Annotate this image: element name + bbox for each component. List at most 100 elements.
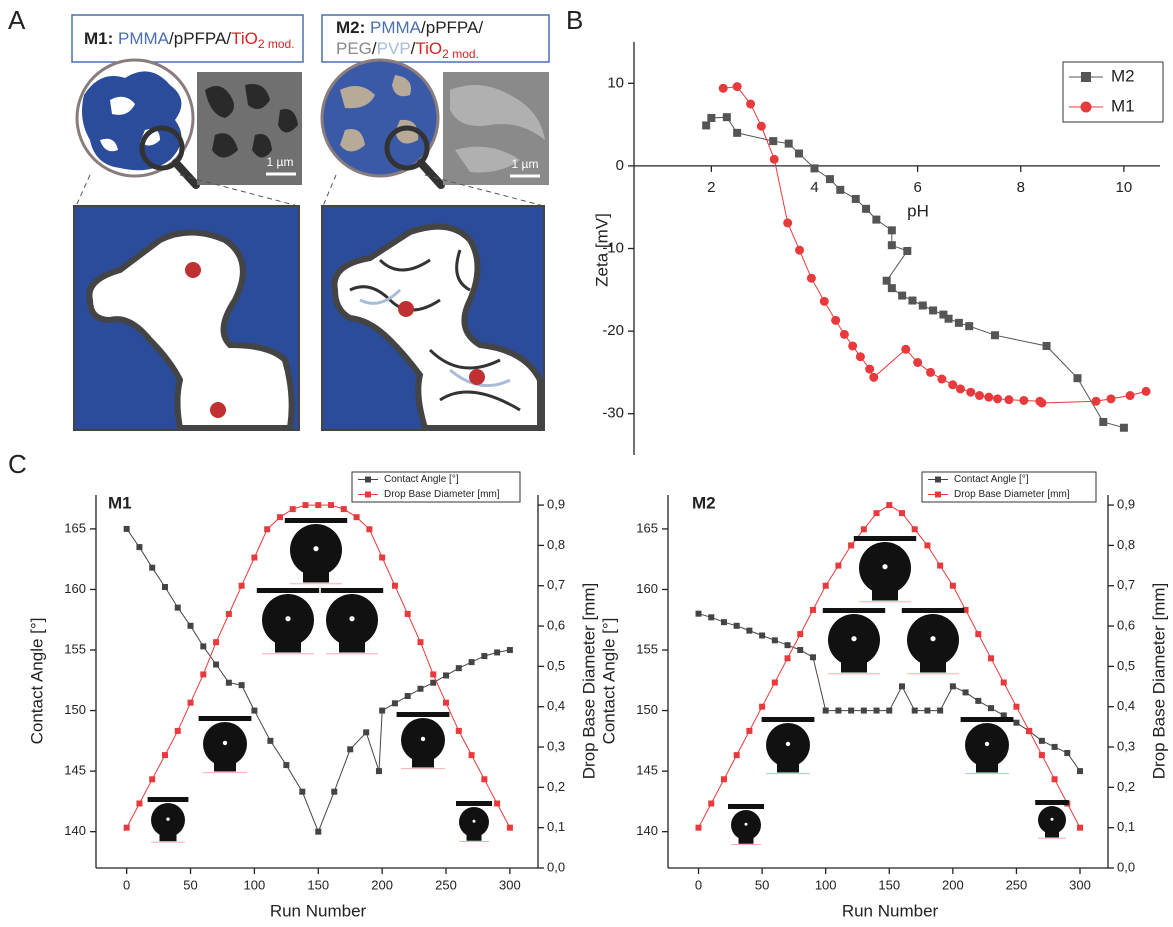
data-point [769, 137, 778, 146]
data-point [1000, 679, 1007, 686]
data-point [187, 622, 194, 629]
x-tick-label: 2 [707, 179, 715, 196]
data-point [149, 564, 156, 571]
legend-marker [935, 476, 941, 483]
data-point [708, 614, 715, 621]
droplet-needle [728, 804, 764, 809]
data-point [954, 318, 963, 327]
data-point [702, 121, 711, 130]
data-point [1077, 824, 1084, 831]
label-part: M2: [336, 18, 365, 37]
data-point [174, 727, 181, 734]
data-point [733, 128, 742, 137]
droplet-needle [960, 717, 1014, 722]
droplet-highlight [1050, 817, 1054, 821]
data-point [783, 218, 793, 228]
data-point [898, 510, 905, 517]
data-point [913, 357, 923, 367]
data-point [990, 331, 999, 340]
membrane-label: M2: PMMA/pPFPA/ [336, 18, 483, 37]
data-point [759, 632, 766, 639]
droplet-base [159, 833, 177, 842]
data-point [771, 679, 778, 686]
data-point [993, 394, 1003, 404]
droplet-base [777, 762, 799, 773]
data-point [1013, 703, 1020, 710]
data-point [1013, 719, 1020, 726]
data-point [887, 284, 896, 293]
legend-box [1062, 61, 1164, 123]
data-point [809, 654, 816, 661]
y2-tick-label: 0,2 [547, 779, 565, 794]
data-point [810, 164, 819, 173]
data-point [707, 113, 716, 122]
droplet-needle [456, 801, 492, 806]
droplet-needle [256, 588, 320, 593]
y2-tick-label: 0,0 [547, 859, 565, 874]
chart: 0 50 100 150 200 250 300 140 145 150 155 160 165 0,0 0… [599, 471, 1168, 920]
y-tick-label: 160 [636, 581, 658, 596]
droplet-image [256, 588, 320, 655]
data-point [1004, 395, 1014, 405]
x-axis-label: Run Number [270, 901, 367, 920]
chart: 0 50 100 150 200 250 300 140 145 150 155 160 165 0,0 0… [27, 471, 598, 920]
data-point [756, 121, 766, 131]
data-point [860, 526, 867, 533]
data-point [722, 113, 731, 122]
data-point [1099, 417, 1108, 426]
data-point [860, 707, 867, 714]
data-point [855, 352, 865, 362]
y2-tick-label: 0,8 [1117, 537, 1135, 552]
droplet-image [1035, 800, 1069, 839]
x-tick-label: 250 [435, 877, 457, 892]
data-point [769, 154, 779, 164]
data-point [264, 526, 271, 533]
droplet-image [147, 797, 189, 843]
y-tick-label: 140 [636, 823, 658, 838]
data-point [848, 542, 855, 549]
data-point [886, 707, 893, 714]
data-point [862, 204, 871, 213]
x-tick-label: 10 [1116, 179, 1133, 196]
y2-tick-label: 0,1 [1117, 819, 1135, 834]
data-point [908, 296, 917, 305]
droplet-highlight [313, 546, 319, 552]
data-point [1106, 394, 1116, 404]
data-point [276, 514, 283, 521]
data-point [299, 788, 306, 795]
data-point [455, 665, 462, 672]
data-point [1026, 727, 1033, 734]
data-point [1141, 386, 1151, 396]
data-point [391, 700, 398, 707]
data-point [1038, 737, 1045, 744]
data-point [988, 705, 995, 712]
data-point [746, 99, 756, 109]
data-point [375, 768, 382, 775]
droplet-base [339, 640, 365, 653]
data-point [366, 526, 373, 533]
droplet-needle [396, 712, 450, 717]
data-point [238, 682, 245, 689]
label-part: TiO [231, 29, 258, 48]
data-point [302, 502, 309, 509]
label-part: 2 [258, 37, 265, 51]
droplet-image [396, 712, 450, 770]
label-part: / [372, 39, 377, 58]
y-tick-label: 155 [64, 641, 86, 656]
data-point [417, 685, 424, 692]
y-axis-label: Contact Angle [°] [599, 618, 618, 745]
data-point [984, 392, 994, 402]
x-tick-label: 300 [1069, 877, 1091, 892]
data-point [819, 296, 829, 306]
x-tick-label: 50 [183, 877, 197, 892]
droplet-image [822, 608, 886, 675]
x-tick-label: 50 [755, 877, 769, 892]
data-point [149, 776, 156, 783]
data-point [468, 659, 475, 666]
series-line [723, 86, 1147, 404]
y-tick-label: 140 [64, 823, 86, 838]
data-point [733, 752, 740, 759]
data-point [806, 273, 816, 283]
droplet-image [853, 536, 917, 603]
data-point [831, 315, 841, 325]
